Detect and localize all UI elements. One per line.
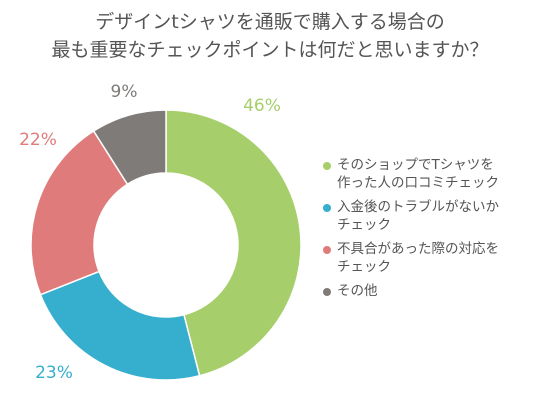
percent-label-other: 9% xyxy=(111,82,138,102)
chart-title-line-1: デザインtシャツを通販で購入する場合の xyxy=(95,11,445,33)
legend-swatch-review-check xyxy=(323,162,331,170)
donut-slice-other xyxy=(92,109,167,186)
legend-item-defect-response: 不具合があった際の対応を チェック xyxy=(323,240,533,276)
legend-swatch-payment-trouble xyxy=(323,204,331,212)
legend-label-other: その他 xyxy=(337,283,378,299)
legend-label-review-check-line-2: 作った人の口コミチェック xyxy=(337,175,499,191)
legend-item-payment-trouble: 入金後のトラブルがないか チェック xyxy=(323,198,533,234)
donut-slice-review-check xyxy=(165,109,302,377)
legend-label-payment-trouble-line-1: 入金後のトラブルがないか xyxy=(337,199,499,215)
percent-label-payment-trouble: 23% xyxy=(35,363,73,383)
chart-title: デザインtシャツを通販で購入する場合の 最も重要なチェックポイントは何だと思いま… xyxy=(0,8,540,64)
legend: そのショップでTシャツを 作った人の口コミチェック 入金後のトラブルがないか チ… xyxy=(323,156,533,306)
legend-label-defect-response-line-2: チェック xyxy=(337,259,391,275)
legend-swatch-other xyxy=(323,288,331,296)
legend-label-defect-response-line-1: 不具合があった際の対応を xyxy=(337,241,499,257)
legend-swatch-defect-response xyxy=(323,246,331,254)
percent-label-defect-response: 22% xyxy=(19,130,57,150)
legend-item-review-check: そのショップでTシャツを 作った人の口コミチェック xyxy=(323,156,533,192)
percent-label-review-check: 46% xyxy=(243,96,281,116)
donut-slice-payment-trouble xyxy=(39,270,201,381)
donut-slice-defect-response xyxy=(30,129,129,296)
chart-title-line-2: 最も重要なチェックポイントは何だと思いますか？ xyxy=(51,39,489,61)
legend-label-payment-trouble-line-2: チェック xyxy=(337,217,391,233)
legend-item-other: その他 xyxy=(323,282,533,300)
legend-label-review-check-line-1: そのショップでTシャツを xyxy=(337,157,494,173)
